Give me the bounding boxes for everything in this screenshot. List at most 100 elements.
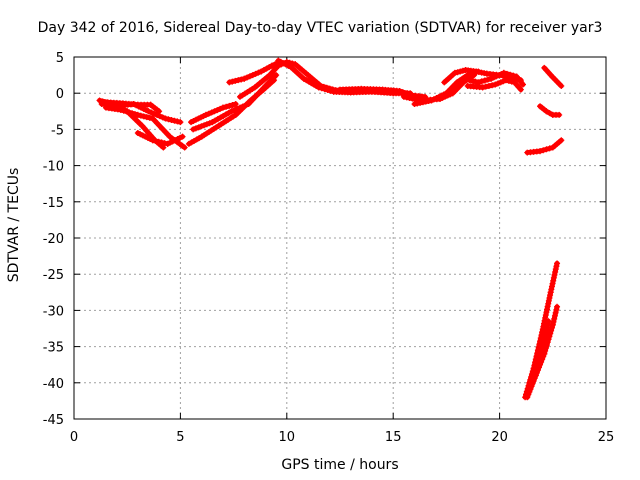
y-tick-label: -15	[43, 196, 64, 211]
data-point	[327, 87, 334, 94]
data-point	[479, 84, 486, 91]
data-point	[315, 84, 322, 91]
series-track22	[524, 303, 561, 401]
data-point	[485, 82, 492, 89]
y-tick-label: -10	[43, 160, 64, 175]
data-point	[500, 78, 507, 85]
data-point	[202, 111, 209, 118]
data-point	[527, 386, 534, 393]
data-point	[235, 77, 242, 84]
data-point	[268, 62, 275, 69]
data-point	[507, 71, 514, 78]
data-point	[214, 107, 221, 114]
data-point	[533, 360, 540, 367]
data-point	[552, 309, 559, 316]
data-point	[537, 349, 544, 356]
data-point	[153, 111, 160, 118]
data-point	[409, 95, 416, 102]
data-point	[541, 336, 548, 343]
data-point	[552, 266, 559, 273]
data-point	[544, 324, 551, 331]
data-point	[219, 104, 226, 111]
data-point	[538, 344, 545, 351]
data-point	[229, 101, 236, 108]
x-tick-label: 10	[279, 430, 296, 445]
data-point	[241, 75, 248, 82]
data-point	[497, 79, 504, 86]
y-tick-label: -25	[43, 268, 64, 283]
data-point	[556, 111, 563, 118]
x-tick-label: 25	[598, 430, 615, 445]
data-point	[466, 77, 473, 84]
data-point	[117, 106, 124, 113]
y-tick-label: -20	[43, 232, 64, 247]
data-point	[550, 277, 557, 284]
y-tick-label: -45	[43, 413, 64, 428]
data-point	[137, 112, 144, 119]
data-point	[123, 108, 130, 115]
data-point	[502, 77, 509, 84]
data-point	[548, 286, 555, 293]
data-point	[232, 101, 239, 108]
data-point	[544, 303, 551, 310]
data-point	[543, 146, 550, 153]
data-point	[396, 88, 403, 95]
data-point	[528, 383, 535, 390]
data-point	[171, 117, 178, 124]
data-point	[181, 144, 188, 151]
data-point	[217, 105, 224, 112]
data-point	[492, 81, 499, 88]
series-track12	[337, 85, 429, 100]
data-point	[489, 82, 496, 89]
data-point	[546, 145, 553, 152]
data-point	[459, 67, 466, 74]
data-point	[472, 78, 479, 85]
data-point	[457, 68, 464, 75]
series-track3	[102, 104, 188, 151]
data-point	[226, 102, 233, 109]
data-point	[550, 318, 557, 325]
data-point	[540, 339, 547, 346]
data-point	[529, 371, 536, 378]
data-point	[547, 289, 554, 296]
data-point	[545, 318, 552, 325]
series-track18	[524, 137, 565, 156]
data-point	[551, 271, 558, 278]
data-point	[158, 139, 165, 146]
data-point	[126, 109, 133, 116]
data-point	[161, 140, 168, 147]
y-tick-label: 0	[56, 87, 64, 102]
data-point	[223, 103, 230, 110]
data-point	[165, 116, 172, 123]
data-point	[546, 110, 553, 117]
data-point	[553, 263, 560, 270]
series-track9	[226, 59, 282, 86]
data-point	[542, 330, 549, 337]
x-tick-label: 20	[491, 430, 508, 445]
data-point	[208, 109, 215, 116]
data-point	[134, 111, 141, 118]
y-tick-label: -5	[51, 123, 64, 138]
data-point	[273, 72, 280, 79]
data-point	[475, 79, 482, 86]
data-point	[205, 110, 212, 117]
data-point	[321, 86, 328, 93]
data-point	[156, 113, 163, 120]
data-point	[548, 283, 555, 290]
data-point	[411, 101, 418, 108]
data-point	[162, 115, 169, 122]
data-point	[547, 292, 554, 299]
data-point	[143, 114, 150, 121]
data-point	[229, 78, 236, 85]
data-point	[155, 138, 162, 145]
data-point	[252, 70, 259, 77]
data-point	[422, 98, 429, 105]
data-point	[478, 78, 485, 85]
series-track16	[460, 69, 527, 88]
data-point	[454, 69, 461, 76]
data-point	[206, 120, 213, 127]
data-point	[484, 76, 491, 83]
data-point	[504, 70, 511, 77]
data-point	[226, 79, 233, 86]
